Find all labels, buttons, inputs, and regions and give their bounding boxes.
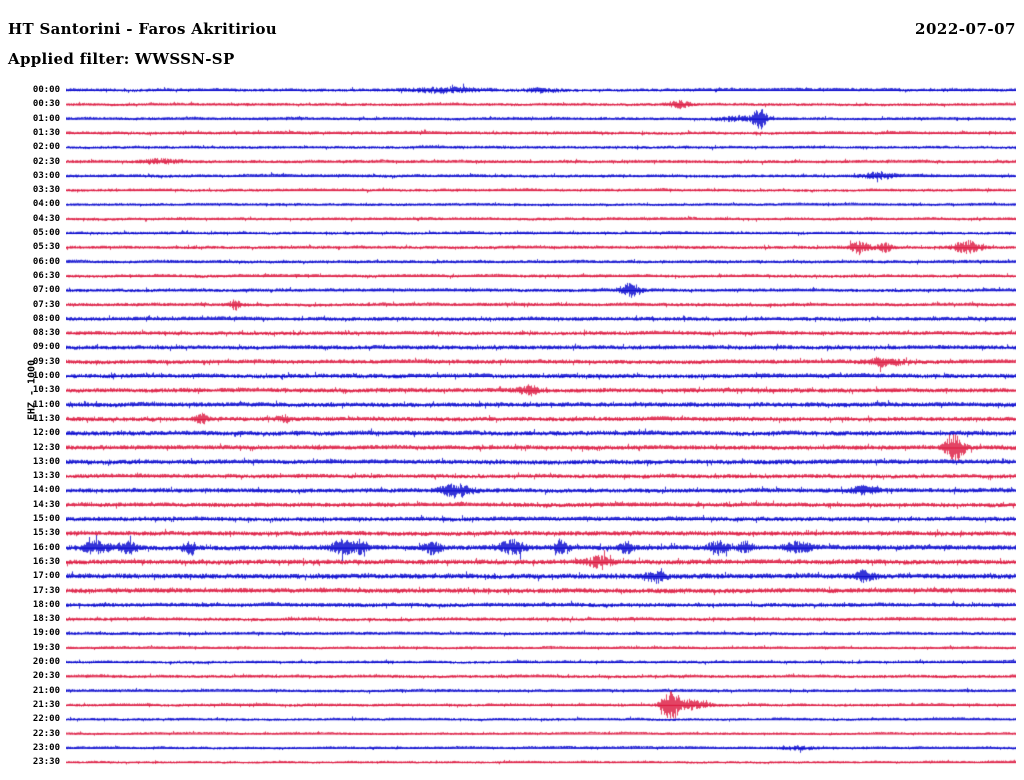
trace-time-label: 20:30 xyxy=(32,671,60,682)
trace-time-label: 08:00 xyxy=(32,313,60,324)
trace-time-label: 11:00 xyxy=(32,399,60,410)
trace-time-label: 10:30 xyxy=(32,385,60,396)
trace-time-label: 00:00 xyxy=(32,85,60,95)
trace-time-label: 01:00 xyxy=(32,113,60,124)
trace-time-label: 14:30 xyxy=(32,499,60,510)
trace-time-label: 22:00 xyxy=(32,714,60,725)
trace-time-label: 09:30 xyxy=(32,356,60,367)
trace-time-label: 01:30 xyxy=(32,127,60,138)
trace-time-label: 20:00 xyxy=(32,657,60,667)
trace-time-label: 16:00 xyxy=(32,542,60,553)
trace-time-label: 19:30 xyxy=(32,642,60,653)
trace-time-label: 02:00 xyxy=(32,142,60,153)
trace-time-label: 14:00 xyxy=(32,485,60,496)
trace-time-label: 21:00 xyxy=(32,685,60,696)
trace-time-label: 12:30 xyxy=(32,442,60,453)
trace-time-label: 02:30 xyxy=(32,156,60,167)
seismogram-canvas xyxy=(66,82,1016,780)
trace-time-label: 05:00 xyxy=(32,228,60,238)
trace-time-label: 13:30 xyxy=(32,471,60,482)
trace-time-label: 07:30 xyxy=(32,299,60,310)
report-date: 2022-07-07 xyxy=(915,20,1016,38)
trace-time-label: 19:00 xyxy=(32,628,60,639)
time-label-column: 00:00 00:30 01:00 01:30 02:00 02:30 03:00 03:30… xyxy=(0,82,62,780)
trace-time-label: 23:30 xyxy=(32,757,60,768)
trace-time-label: 00:30 xyxy=(32,99,60,110)
trace-time-label: 22:30 xyxy=(32,728,60,739)
trace-time-label: 04:00 xyxy=(32,199,60,210)
trace-time-label: 09:00 xyxy=(32,342,60,353)
trace-time-label: 12:00 xyxy=(32,428,60,439)
trace-time-label: 03:30 xyxy=(32,185,60,196)
trace-time-label: 11:30 xyxy=(32,413,60,424)
trace-time-label: 03:00 xyxy=(32,170,60,181)
filter-label: Applied filter: WWSSN-SP xyxy=(8,50,235,68)
trace-time-label: 07:00 xyxy=(32,285,60,296)
station-title: HT Santorini - Faros Akritiriou xyxy=(8,20,278,38)
trace-time-label: 23:00 xyxy=(32,742,60,753)
trace-time-label: 04:30 xyxy=(32,213,60,224)
trace-time-label: 15:30 xyxy=(32,528,60,539)
trace-time-label: 21:30 xyxy=(32,699,60,710)
trace-time-label: 15:00 xyxy=(32,514,60,524)
trace-time-label: 16:30 xyxy=(32,556,60,567)
trace-time-label: 06:30 xyxy=(32,270,60,281)
trace-time-label: 10:00 xyxy=(32,371,60,381)
trace-time-label: 17:00 xyxy=(32,571,60,582)
trace-time-label: 13:00 xyxy=(32,456,60,467)
trace-time-label: 17:30 xyxy=(32,585,60,596)
trace-time-label: 05:30 xyxy=(32,242,60,253)
trace-time-label: 06:00 xyxy=(32,256,60,267)
trace-time-label: 18:00 xyxy=(32,599,60,610)
trace-time-label: 08:30 xyxy=(32,328,60,339)
trace-time-label: 18:30 xyxy=(32,614,60,625)
